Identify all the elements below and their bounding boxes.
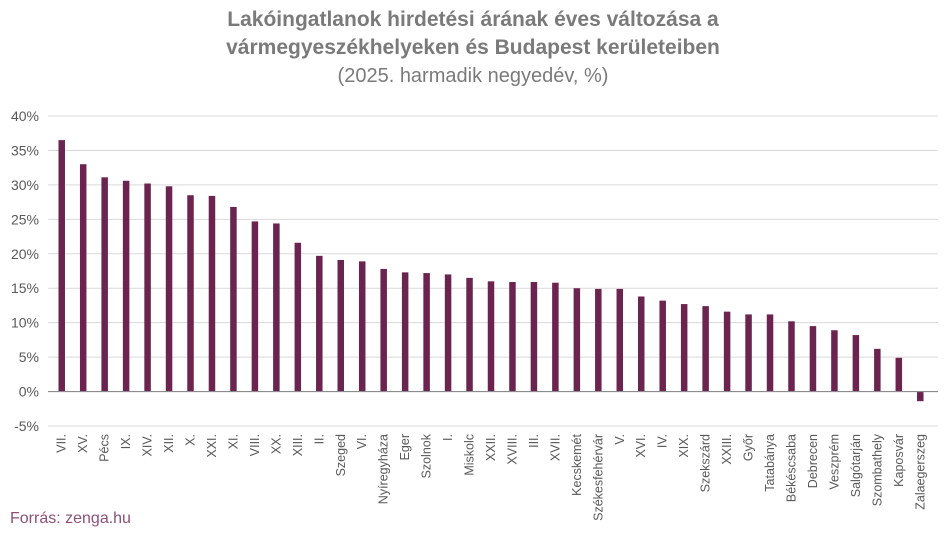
bar [917, 391, 924, 402]
x-tick-label: Szeged [334, 434, 348, 476]
bar [895, 357, 903, 392]
bar [230, 206, 237, 392]
x-tick-label: Kaposvár [892, 434, 906, 487]
x-tick-label: X. [184, 434, 198, 446]
y-tick-label: 0% [19, 384, 39, 400]
x-tick-label: Kecskemét [570, 433, 584, 495]
x-tick-label: IV. [656, 434, 670, 448]
x-tick-label: XI. [226, 434, 240, 449]
title-line-2: vármegyeszékhelyeken és Budapest kerület… [226, 36, 720, 59]
y-tick-label: -5% [14, 418, 39, 434]
x-tick-label: IX. [119, 434, 133, 449]
bar [637, 296, 645, 392]
bar [401, 272, 409, 392]
x-tick-label: III. [527, 434, 541, 448]
chart-title: Lakóingatlanok hirdetési árának éves vál… [0, 6, 946, 90]
bar [530, 282, 538, 392]
x-tick-label: XIX. [677, 434, 691, 458]
x-tick-label: Veszprém [827, 434, 841, 490]
x-tick-label: Tatabánya [763, 434, 777, 492]
x-tick-label: Nyíregyháza [377, 434, 391, 504]
bar [573, 288, 581, 392]
y-tick-label: 20% [11, 246, 39, 262]
x-tick-label: XX. [269, 434, 283, 454]
bar [788, 321, 795, 392]
x-tick-label: VII. [55, 434, 69, 453]
bar [380, 268, 387, 392]
x-tick-label: XXII. [484, 434, 498, 461]
bar [316, 255, 323, 392]
x-tick-label: Békéscsaba [784, 434, 798, 502]
bar [208, 195, 216, 392]
bar [273, 223, 280, 392]
bar [122, 180, 130, 392]
x-tick-label: XIV. [141, 434, 155, 456]
bar [187, 195, 194, 392]
bar [552, 282, 559, 392]
bar [251, 221, 259, 392]
x-tick-label: Zalaegerszeg [913, 434, 927, 510]
bar [294, 242, 302, 392]
chart-subtitle: (2025. harmadik negyedév, %) [337, 65, 609, 87]
bar [831, 330, 838, 392]
bar [509, 282, 516, 392]
bar [144, 183, 151, 392]
x-tick-label: XXIII. [720, 434, 734, 465]
bar [659, 300, 666, 392]
bar [680, 304, 688, 392]
bar [852, 335, 860, 392]
bar [466, 277, 473, 392]
bar [616, 288, 624, 392]
x-tick-label: XXI. [205, 434, 219, 458]
x-tick-label: II. [312, 434, 326, 444]
x-tick-label: Győr [742, 434, 756, 461]
y-tick-label: 30% [11, 177, 39, 193]
x-tick-label: I. [441, 434, 455, 441]
x-tick-label: XII. [162, 434, 176, 453]
bar [809, 326, 817, 392]
x-tick-label: Eger [398, 434, 412, 460]
y-tick-label: 25% [11, 211, 39, 227]
x-tick-label: XVII. [548, 434, 562, 461]
bar [165, 186, 173, 392]
y-tick-label: 40% [11, 108, 39, 124]
bar [487, 281, 495, 392]
bar [79, 164, 87, 392]
x-tick-label: XVI. [634, 434, 648, 458]
y-tick-label: 10% [11, 315, 39, 331]
bar [423, 273, 430, 392]
y-tick-label: 5% [19, 349, 39, 365]
x-tick-label: Székesfehérvár [591, 434, 605, 521]
x-tick-label: Miskolc [463, 434, 477, 476]
bar [337, 259, 345, 392]
x-tick-label: Salgótarján [849, 434, 863, 497]
bar [745, 314, 752, 392]
bar [874, 348, 881, 392]
bar [358, 261, 366, 392]
bar [723, 311, 731, 392]
y-tick-label: 15% [11, 280, 39, 296]
x-tick-label: XV. [76, 434, 90, 453]
x-tick-label: Szekszárd [699, 434, 713, 492]
title-line-1: Lakóingatlanok hirdetési árának éves vál… [227, 8, 719, 31]
bar [766, 314, 774, 392]
x-tick-label: XVIII. [505, 434, 519, 465]
x-tick-label: XIII. [291, 434, 305, 456]
x-tick-label: Szolnok [420, 433, 434, 478]
x-tick-label: Pécs [98, 434, 112, 462]
x-tick-label: Szombathely [870, 433, 884, 506]
source-note: Forrás: zenga.hu [10, 510, 131, 527]
y-tick-label: 35% [11, 142, 39, 158]
bar [702, 306, 709, 392]
bar [595, 288, 602, 392]
bar [101, 177, 108, 392]
x-tick-label: VIII. [248, 434, 262, 456]
bar [444, 274, 452, 392]
bar [58, 140, 65, 392]
x-tick-label: V. [613, 434, 627, 445]
x-tick-label: Debrecen [806, 434, 820, 488]
x-tick-label: VI. [355, 434, 369, 449]
